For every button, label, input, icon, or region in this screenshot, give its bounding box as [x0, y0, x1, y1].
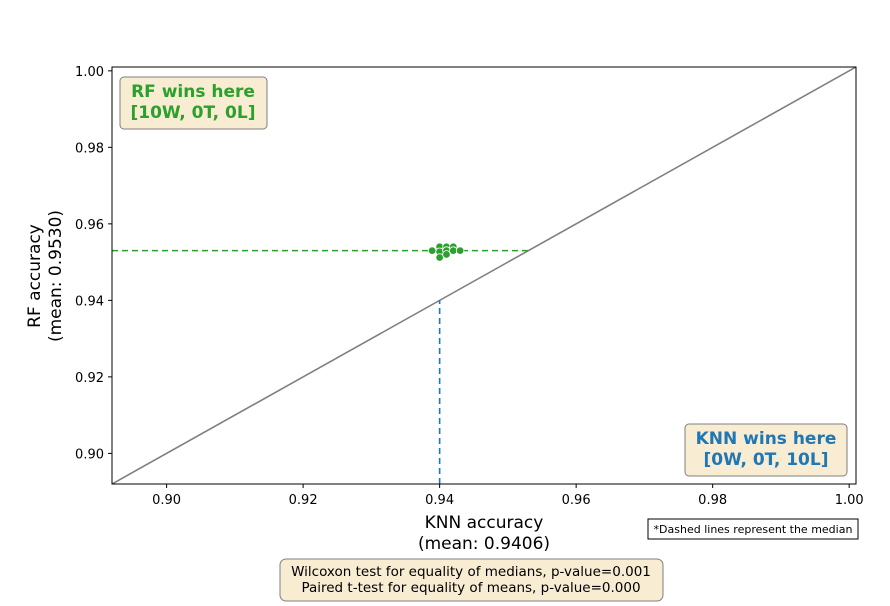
data-point — [455, 246, 465, 255]
x-axis-ticks: 0.90 0.92 0.94 0.96 0.98 1.00 — [152, 484, 864, 508]
y-tick-label: 1.00 — [75, 65, 104, 80]
y-axis-label-line-2: (mean: 0.9530) — [46, 210, 66, 342]
rf-wins-box — [119, 76, 268, 130]
dashed-note-text: *Dashed lines represent the median — [654, 523, 853, 536]
x-axis-label-line-2: (mean: 0.9406) — [418, 534, 550, 554]
x-tick-label: 0.98 — [698, 493, 727, 508]
x-tick-label: 0.90 — [152, 493, 181, 508]
tests-box — [279, 558, 664, 602]
diagonal-line — [112, 67, 856, 484]
y-axis-label-line-1: RF accuracy — [25, 224, 45, 328]
plot-content — [112, 67, 856, 484]
wilcoxon-test-text: Wilcoxon test for equality of medians, p… — [291, 564, 651, 580]
knn-wins-box — [684, 423, 848, 477]
dashed-lines-note: *Dashed lines represent the median — [647, 518, 859, 540]
rf-wins-label: RF wins here — [131, 82, 255, 102]
x-tick-label: 0.96 — [562, 493, 591, 508]
y-tick-label: 0.98 — [75, 141, 104, 156]
y-tick-label: 0.94 — [75, 294, 104, 309]
rf-wins-annotation: RF wins here [10W, 0T, 0L] — [119, 76, 268, 130]
data-point — [442, 250, 451, 259]
x-axis-label-line-1: KNN accuracy — [425, 513, 544, 533]
knn-wins-count: [0W, 0T, 10L] — [704, 450, 829, 470]
axes-frame — [111, 66, 857, 485]
dashed-note-box — [647, 518, 859, 540]
x-tick-label: 0.94 — [425, 493, 454, 508]
t-test-text: Paired t-test for equality of means, p-v… — [301, 580, 640, 596]
x-tick-label: 1.00 — [835, 493, 864, 508]
y-tick-label: 0.90 — [75, 447, 104, 462]
knn-wins-label: KNN wins here — [696, 429, 837, 449]
data-point — [427, 246, 437, 255]
knn-wins-annotation: KNN wins here [0W, 0T, 10L] — [684, 423, 848, 477]
y-tick-label: 0.96 — [75, 218, 104, 233]
rf-wins-count: [10W, 0T, 0L] — [131, 103, 256, 123]
data-point — [435, 253, 444, 262]
y-tick-label: 0.92 — [75, 371, 104, 386]
statistical-tests-annotation: Wilcoxon test for equality of medians, p… — [279, 558, 664, 602]
x-tick-label: 0.92 — [289, 493, 318, 508]
y-axis-ticks: 0.90 0.92 0.94 0.96 0.98 1.00 — [75, 65, 112, 462]
